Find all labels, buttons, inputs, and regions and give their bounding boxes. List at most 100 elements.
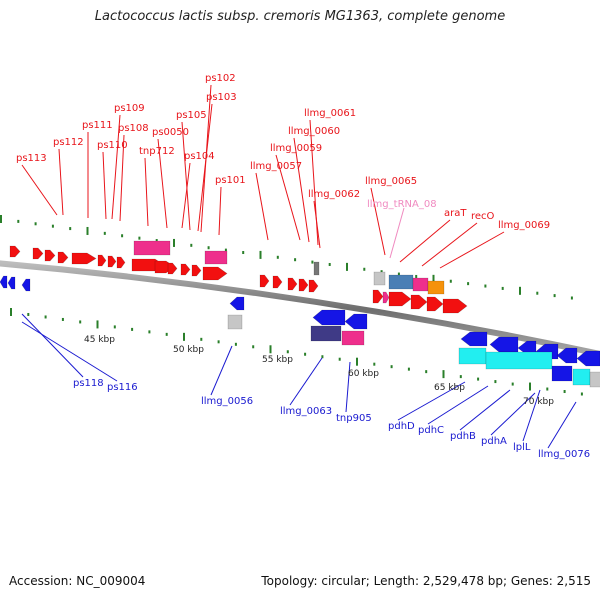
forward-gene-label: ps109	[114, 103, 145, 114]
forward-gene	[427, 280, 445, 295]
minor-tick	[511, 382, 514, 386]
forward-gene-label: ps101	[215, 175, 246, 186]
reverse-gene-label: llmg_0076	[538, 449, 590, 460]
forward-gene	[298, 278, 309, 292]
minor-tick	[51, 224, 54, 228]
minor-tick	[459, 375, 462, 379]
minor-tick	[425, 370, 428, 374]
forward-gene	[107, 255, 117, 268]
forward-gene	[180, 263, 191, 276]
forward-gene-label: ps102	[205, 73, 236, 84]
reverse-gene	[344, 313, 368, 330]
forward-gene	[167, 262, 178, 275]
minor-tick	[276, 255, 279, 259]
forward-gene	[191, 264, 202, 277]
major-tick	[10, 308, 12, 316]
minor-tick	[27, 312, 30, 316]
leader-line	[111, 114, 121, 220]
leader-line	[157, 138, 168, 229]
gene-labels: ps102 ps103 ps109 ps105 ps111 ps108 ps0050 ps11…	[16, 73, 590, 460]
leader-line	[210, 345, 233, 396]
leader-line	[459, 389, 511, 431]
reverse-gene-label: tnp905	[336, 413, 372, 424]
minor-tick	[563, 390, 566, 394]
major-tick	[346, 262, 348, 271]
reverse-gene	[458, 347, 487, 365]
minor-tick	[200, 337, 203, 341]
forward-gene-label: tnp712	[139, 146, 175, 157]
forward-gene	[410, 294, 428, 310]
minor-tick	[338, 357, 341, 361]
minor-tick	[390, 365, 393, 369]
forward-gene-label: llmg_0062	[308, 189, 360, 200]
minor-tick	[546, 387, 549, 391]
major-tick	[356, 357, 358, 366]
major-tick	[519, 286, 521, 295]
minor-tick	[138, 236, 141, 240]
reverse-gene	[551, 365, 573, 382]
minor-tick	[34, 222, 37, 226]
insertion-element	[133, 240, 171, 256]
minor-tick	[121, 234, 124, 238]
reverse-gene	[572, 368, 591, 386]
minor-tick	[477, 377, 480, 381]
forward-gene-label: llmg_0060	[288, 126, 340, 137]
reverse-gene	[312, 309, 346, 326]
forward-gene-label: ps105	[176, 110, 207, 121]
minor-tick	[380, 270, 383, 274]
minor-tick	[155, 239, 158, 243]
forward-gene	[442, 298, 468, 314]
forward-gene	[372, 289, 384, 304]
minor-tick	[449, 279, 452, 283]
forward-gene	[71, 252, 97, 265]
major-tick	[86, 226, 89, 235]
minor-tick	[131, 327, 134, 331]
leader-line	[21, 321, 118, 382]
forward-gene-label: ps110	[97, 140, 128, 151]
scale-label: 50 kbp	[173, 345, 204, 355]
major-tick	[442, 370, 445, 379]
tick-marks	[0, 215, 583, 396]
forward-gene	[382, 291, 390, 304]
leader-line	[181, 162, 191, 229]
reverse-gene-label: pdhA	[481, 436, 507, 447]
minor-tick	[570, 296, 573, 300]
forward-gene	[388, 291, 412, 307]
minor-tick	[224, 248, 227, 252]
minor-tick	[304, 352, 307, 356]
insertion-element	[341, 330, 365, 346]
minor-tick	[165, 332, 168, 336]
forward-gene	[32, 247, 44, 260]
forward-gene-label: llmg_0065	[365, 176, 417, 187]
figure-title: Lactococcus lactis subsp. cremoris MG136…	[94, 9, 506, 24]
leader-line	[389, 207, 405, 259]
minor-tick	[113, 325, 116, 329]
reverse-gene-label: ps116	[107, 382, 138, 393]
reverse-gene-label: pdhD	[388, 421, 415, 432]
reverse-gene-label: llmg_0063	[280, 406, 332, 417]
leader-line	[427, 385, 489, 425]
leader-line	[399, 219, 451, 263]
forward-gene-label: araT	[444, 208, 467, 219]
leader-line	[345, 361, 351, 413]
forward-gene-label: llmg_0069	[498, 220, 550, 231]
minor-tick	[536, 291, 539, 295]
reverse-gene-label: pdhB	[450, 431, 476, 442]
leader-line	[275, 154, 301, 241]
forward-gene-label: ps111	[82, 120, 113, 131]
minor-tick	[148, 330, 151, 334]
forward-gene	[426, 296, 444, 312]
leader-line	[313, 200, 321, 249]
major-tick	[183, 332, 185, 341]
forward-gene-label: ps108	[118, 123, 149, 134]
insertion-element	[204, 250, 228, 265]
scale-label: 70 kbp	[523, 397, 554, 407]
scale-labels: 45 kbp 50 kbp 55 kbp 60 kbp 65 kbp 70 kbp	[84, 335, 554, 407]
major-tick	[529, 382, 531, 391]
reverse-gene-label: lplL	[513, 442, 531, 453]
forward-gene	[308, 279, 319, 293]
forward-gene-label: llmg_0057	[250, 161, 302, 172]
minor-tick	[294, 258, 297, 262]
reverse-gene	[589, 371, 600, 388]
